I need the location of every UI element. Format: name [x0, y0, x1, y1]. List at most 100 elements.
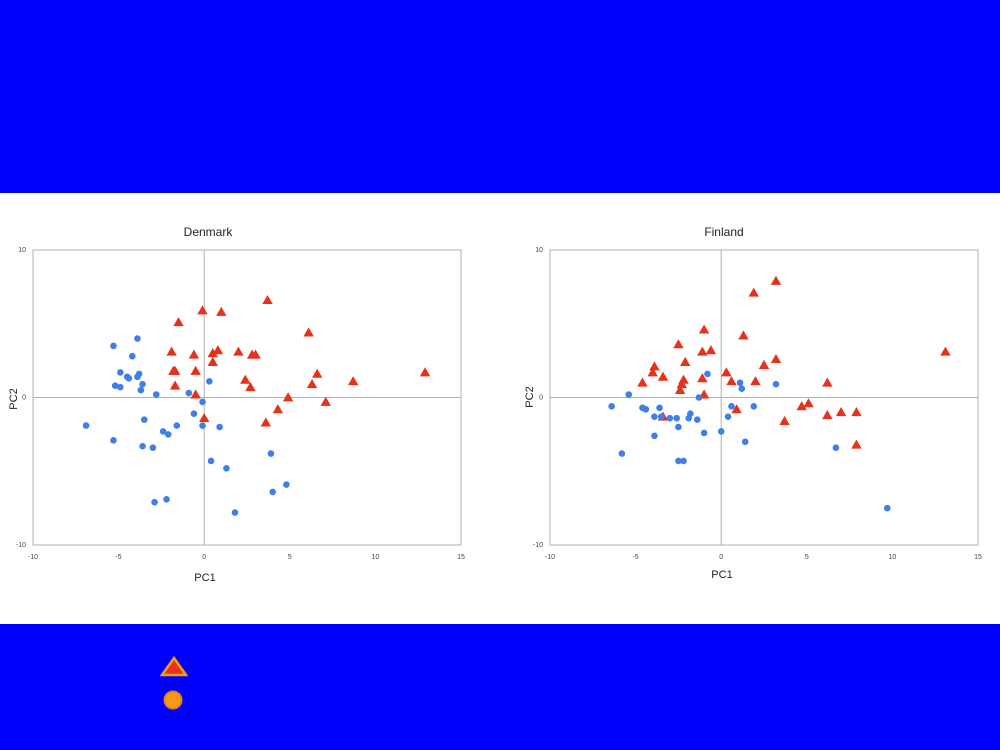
chart-title: Finland: [704, 225, 743, 239]
circle-point: [651, 413, 658, 420]
triangle-point: [721, 367, 732, 377]
data-points: [608, 275, 951, 512]
y-axis-label: PC2: [524, 386, 536, 407]
circle-point: [134, 335, 141, 342]
circle-point: [137, 386, 145, 394]
y-tick-label: 10: [18, 247, 26, 254]
circle-point: [675, 457, 682, 465]
circle-point: [717, 428, 725, 435]
triangle-point: [250, 349, 261, 359]
circle-point: [111, 382, 119, 389]
bottom-blue-band: [0, 624, 1000, 750]
y-axis-label: PC2: [8, 388, 20, 409]
x-axis-label: PC1: [711, 569, 732, 581]
triangle-point: [796, 401, 807, 411]
circle-point: [149, 444, 157, 451]
circle-point: [685, 414, 692, 422]
x-tick-label: -5: [115, 554, 121, 561]
circle-point: [207, 457, 215, 465]
charts-area: Denmark -10 -5 0 5 10 15 -10 0 10 PC1 PC2 Finlan…: [8, 225, 982, 584]
circle-point: [110, 436, 117, 444]
triangle-point: [851, 439, 862, 449]
triangle-point: [637, 377, 648, 387]
triangle-point: [673, 339, 684, 349]
circle-point: [163, 495, 170, 503]
x-tick-label: 5: [805, 554, 809, 561]
circle-point: [750, 403, 758, 410]
triangle-point: [750, 376, 761, 386]
circle-point: [883, 504, 891, 512]
circle-point: [199, 422, 206, 429]
circle-point: [164, 431, 172, 438]
triangle-point: [649, 361, 660, 371]
circle-point: [772, 380, 780, 388]
circle-point: [283, 481, 290, 488]
triangle-point: [822, 410, 833, 420]
triangle-point: [676, 379, 688, 389]
triangle-point: [726, 376, 737, 386]
triangle-point: [233, 346, 244, 356]
triangle-point: [262, 294, 273, 305]
triangle-point: [166, 346, 177, 356]
triangle-point: [240, 374, 251, 384]
triangle-point: [748, 287, 759, 297]
triangle-point: [697, 373, 708, 383]
circle-point: [140, 416, 148, 423]
zero-axes: [33, 250, 461, 545]
circle-point: [695, 394, 703, 401]
triangle-point: [188, 349, 200, 359]
triangle-point: [173, 317, 184, 327]
triangle-point: [705, 345, 717, 355]
y-tick-label: -10: [16, 542, 26, 549]
triangle-point: [758, 359, 770, 369]
circle-point: [82, 422, 90, 429]
x-tick-label: 15: [457, 554, 465, 561]
circle-point: [128, 352, 136, 360]
circle-point: [693, 416, 701, 423]
triangle-point: [419, 367, 431, 377]
x-tick-label: 10: [372, 554, 380, 561]
zero-axes: [550, 250, 978, 545]
triangle-point: [282, 392, 294, 402]
circle-point: [741, 438, 749, 446]
x-tick-label: 5: [288, 554, 292, 561]
circle-point: [673, 414, 680, 422]
circle-point: [216, 423, 223, 431]
triangle-point: [311, 368, 323, 378]
circle-point: [618, 450, 626, 457]
circle-point: [728, 403, 735, 410]
y-tick-label: 0: [22, 395, 26, 402]
circle-point: [151, 498, 158, 506]
triangle-point: [697, 346, 708, 356]
y-tick-label: -10: [533, 542, 543, 549]
circle-point: [110, 342, 117, 350]
triangle-point: [245, 381, 256, 392]
top-blue-band: [0, 0, 1000, 193]
circle-point: [675, 423, 682, 431]
chart-title: Denmark: [184, 225, 234, 239]
triangle-point: [199, 412, 210, 423]
triangle-point: [207, 348, 218, 358]
triangle-point: [803, 398, 814, 408]
circle-point: [206, 377, 213, 385]
circle-point: [657, 413, 665, 420]
legend-triangle-icon: [160, 656, 188, 677]
triangle-point: [835, 407, 847, 417]
x-axis-label: PC1: [194, 572, 215, 584]
triangle-point: [680, 356, 691, 366]
triangle-point: [272, 404, 284, 414]
triangle-point: [770, 275, 782, 285]
x-tick-label: 0: [202, 554, 206, 561]
triangle-point: [779, 415, 790, 425]
triangle-point: [190, 365, 201, 375]
circle-point: [680, 457, 687, 465]
x-tick-label: -5: [632, 554, 638, 561]
triangle-point: [216, 306, 227, 316]
circle-point: [125, 375, 133, 382]
triangle-point: [197, 305, 208, 315]
triangle-point: [169, 380, 181, 390]
triangle-point: [168, 365, 179, 375]
circle-point: [199, 398, 206, 406]
circle-point: [736, 379, 744, 387]
circle-point: [738, 385, 746, 392]
